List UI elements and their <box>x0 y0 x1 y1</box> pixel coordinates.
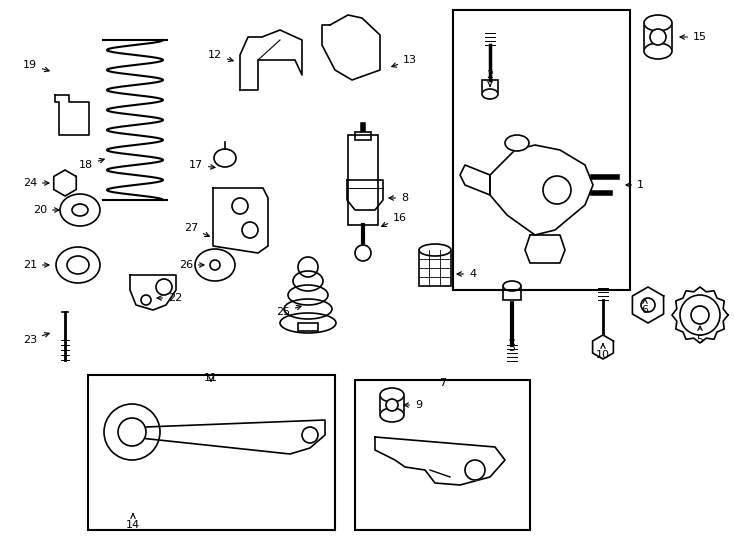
Bar <box>644 23 672 51</box>
Ellipse shape <box>195 249 235 281</box>
Circle shape <box>465 460 485 480</box>
Ellipse shape <box>380 408 404 422</box>
Text: 22: 22 <box>157 293 182 303</box>
Circle shape <box>141 295 151 305</box>
Bar <box>419 250 451 286</box>
Text: 21: 21 <box>23 260 49 270</box>
Text: 14: 14 <box>126 514 140 530</box>
Bar <box>482 80 498 94</box>
Circle shape <box>691 306 709 324</box>
Text: 26: 26 <box>179 260 204 270</box>
Bar <box>355 132 371 140</box>
Text: 2: 2 <box>487 70 493 86</box>
Text: 1: 1 <box>626 180 644 190</box>
Bar <box>348 135 378 225</box>
Bar <box>88 375 335 530</box>
Circle shape <box>386 399 398 411</box>
Text: 15: 15 <box>680 32 707 42</box>
Text: 9: 9 <box>404 400 422 410</box>
Bar <box>355 380 530 530</box>
Bar <box>503 286 521 300</box>
Polygon shape <box>322 15 380 80</box>
Circle shape <box>156 279 172 295</box>
Text: 18: 18 <box>79 158 104 170</box>
Ellipse shape <box>288 285 328 305</box>
Text: 5: 5 <box>697 326 703 345</box>
Text: 25: 25 <box>276 306 301 317</box>
Ellipse shape <box>419 244 451 256</box>
Circle shape <box>232 198 248 214</box>
Ellipse shape <box>72 204 88 216</box>
Bar <box>419 250 451 286</box>
Ellipse shape <box>280 313 336 333</box>
Polygon shape <box>55 95 89 135</box>
Text: 4: 4 <box>457 269 476 279</box>
Polygon shape <box>633 287 664 323</box>
Circle shape <box>118 418 146 446</box>
Ellipse shape <box>380 388 404 402</box>
Bar <box>644 23 672 51</box>
Text: 3: 3 <box>509 336 515 353</box>
Bar <box>453 10 630 290</box>
Ellipse shape <box>284 299 332 319</box>
Polygon shape <box>54 170 76 196</box>
Text: 10: 10 <box>596 344 610 360</box>
Bar <box>298 323 318 331</box>
Ellipse shape <box>56 247 100 283</box>
Circle shape <box>242 222 258 238</box>
Text: 20: 20 <box>33 205 59 215</box>
Polygon shape <box>375 437 505 485</box>
Ellipse shape <box>298 257 318 277</box>
Text: 27: 27 <box>184 223 209 237</box>
Ellipse shape <box>644 15 672 31</box>
Polygon shape <box>672 287 728 343</box>
Bar <box>482 80 498 94</box>
Circle shape <box>302 427 318 443</box>
Polygon shape <box>592 335 614 359</box>
Text: 11: 11 <box>204 373 218 383</box>
Ellipse shape <box>60 194 100 226</box>
Polygon shape <box>525 235 565 263</box>
Text: 7: 7 <box>440 378 446 388</box>
Circle shape <box>355 245 371 261</box>
Text: 17: 17 <box>189 160 215 170</box>
Polygon shape <box>240 30 302 90</box>
Polygon shape <box>347 180 383 210</box>
Circle shape <box>543 176 571 204</box>
Circle shape <box>641 298 655 312</box>
Polygon shape <box>460 165 490 195</box>
Circle shape <box>210 260 220 270</box>
Ellipse shape <box>214 149 236 167</box>
Circle shape <box>680 295 720 335</box>
Ellipse shape <box>482 89 498 99</box>
Ellipse shape <box>644 43 672 59</box>
Circle shape <box>104 404 160 460</box>
Bar <box>348 135 378 225</box>
Ellipse shape <box>67 256 89 274</box>
Bar <box>380 395 404 415</box>
Bar <box>380 395 404 415</box>
Polygon shape <box>130 275 176 310</box>
Text: 13: 13 <box>392 55 417 67</box>
Text: 24: 24 <box>23 178 49 188</box>
Ellipse shape <box>503 281 521 291</box>
Ellipse shape <box>293 271 323 291</box>
Polygon shape <box>490 145 593 235</box>
Text: 19: 19 <box>23 60 49 72</box>
Polygon shape <box>213 188 268 253</box>
Text: 8: 8 <box>389 193 408 203</box>
Text: 6: 6 <box>642 299 649 315</box>
Text: 16: 16 <box>382 213 407 226</box>
Circle shape <box>650 29 666 45</box>
Bar <box>355 132 371 140</box>
Text: 12: 12 <box>208 50 233 62</box>
Ellipse shape <box>505 135 529 151</box>
Bar <box>298 323 318 331</box>
Polygon shape <box>120 420 325 454</box>
Text: 23: 23 <box>23 333 49 345</box>
Bar <box>503 286 521 300</box>
